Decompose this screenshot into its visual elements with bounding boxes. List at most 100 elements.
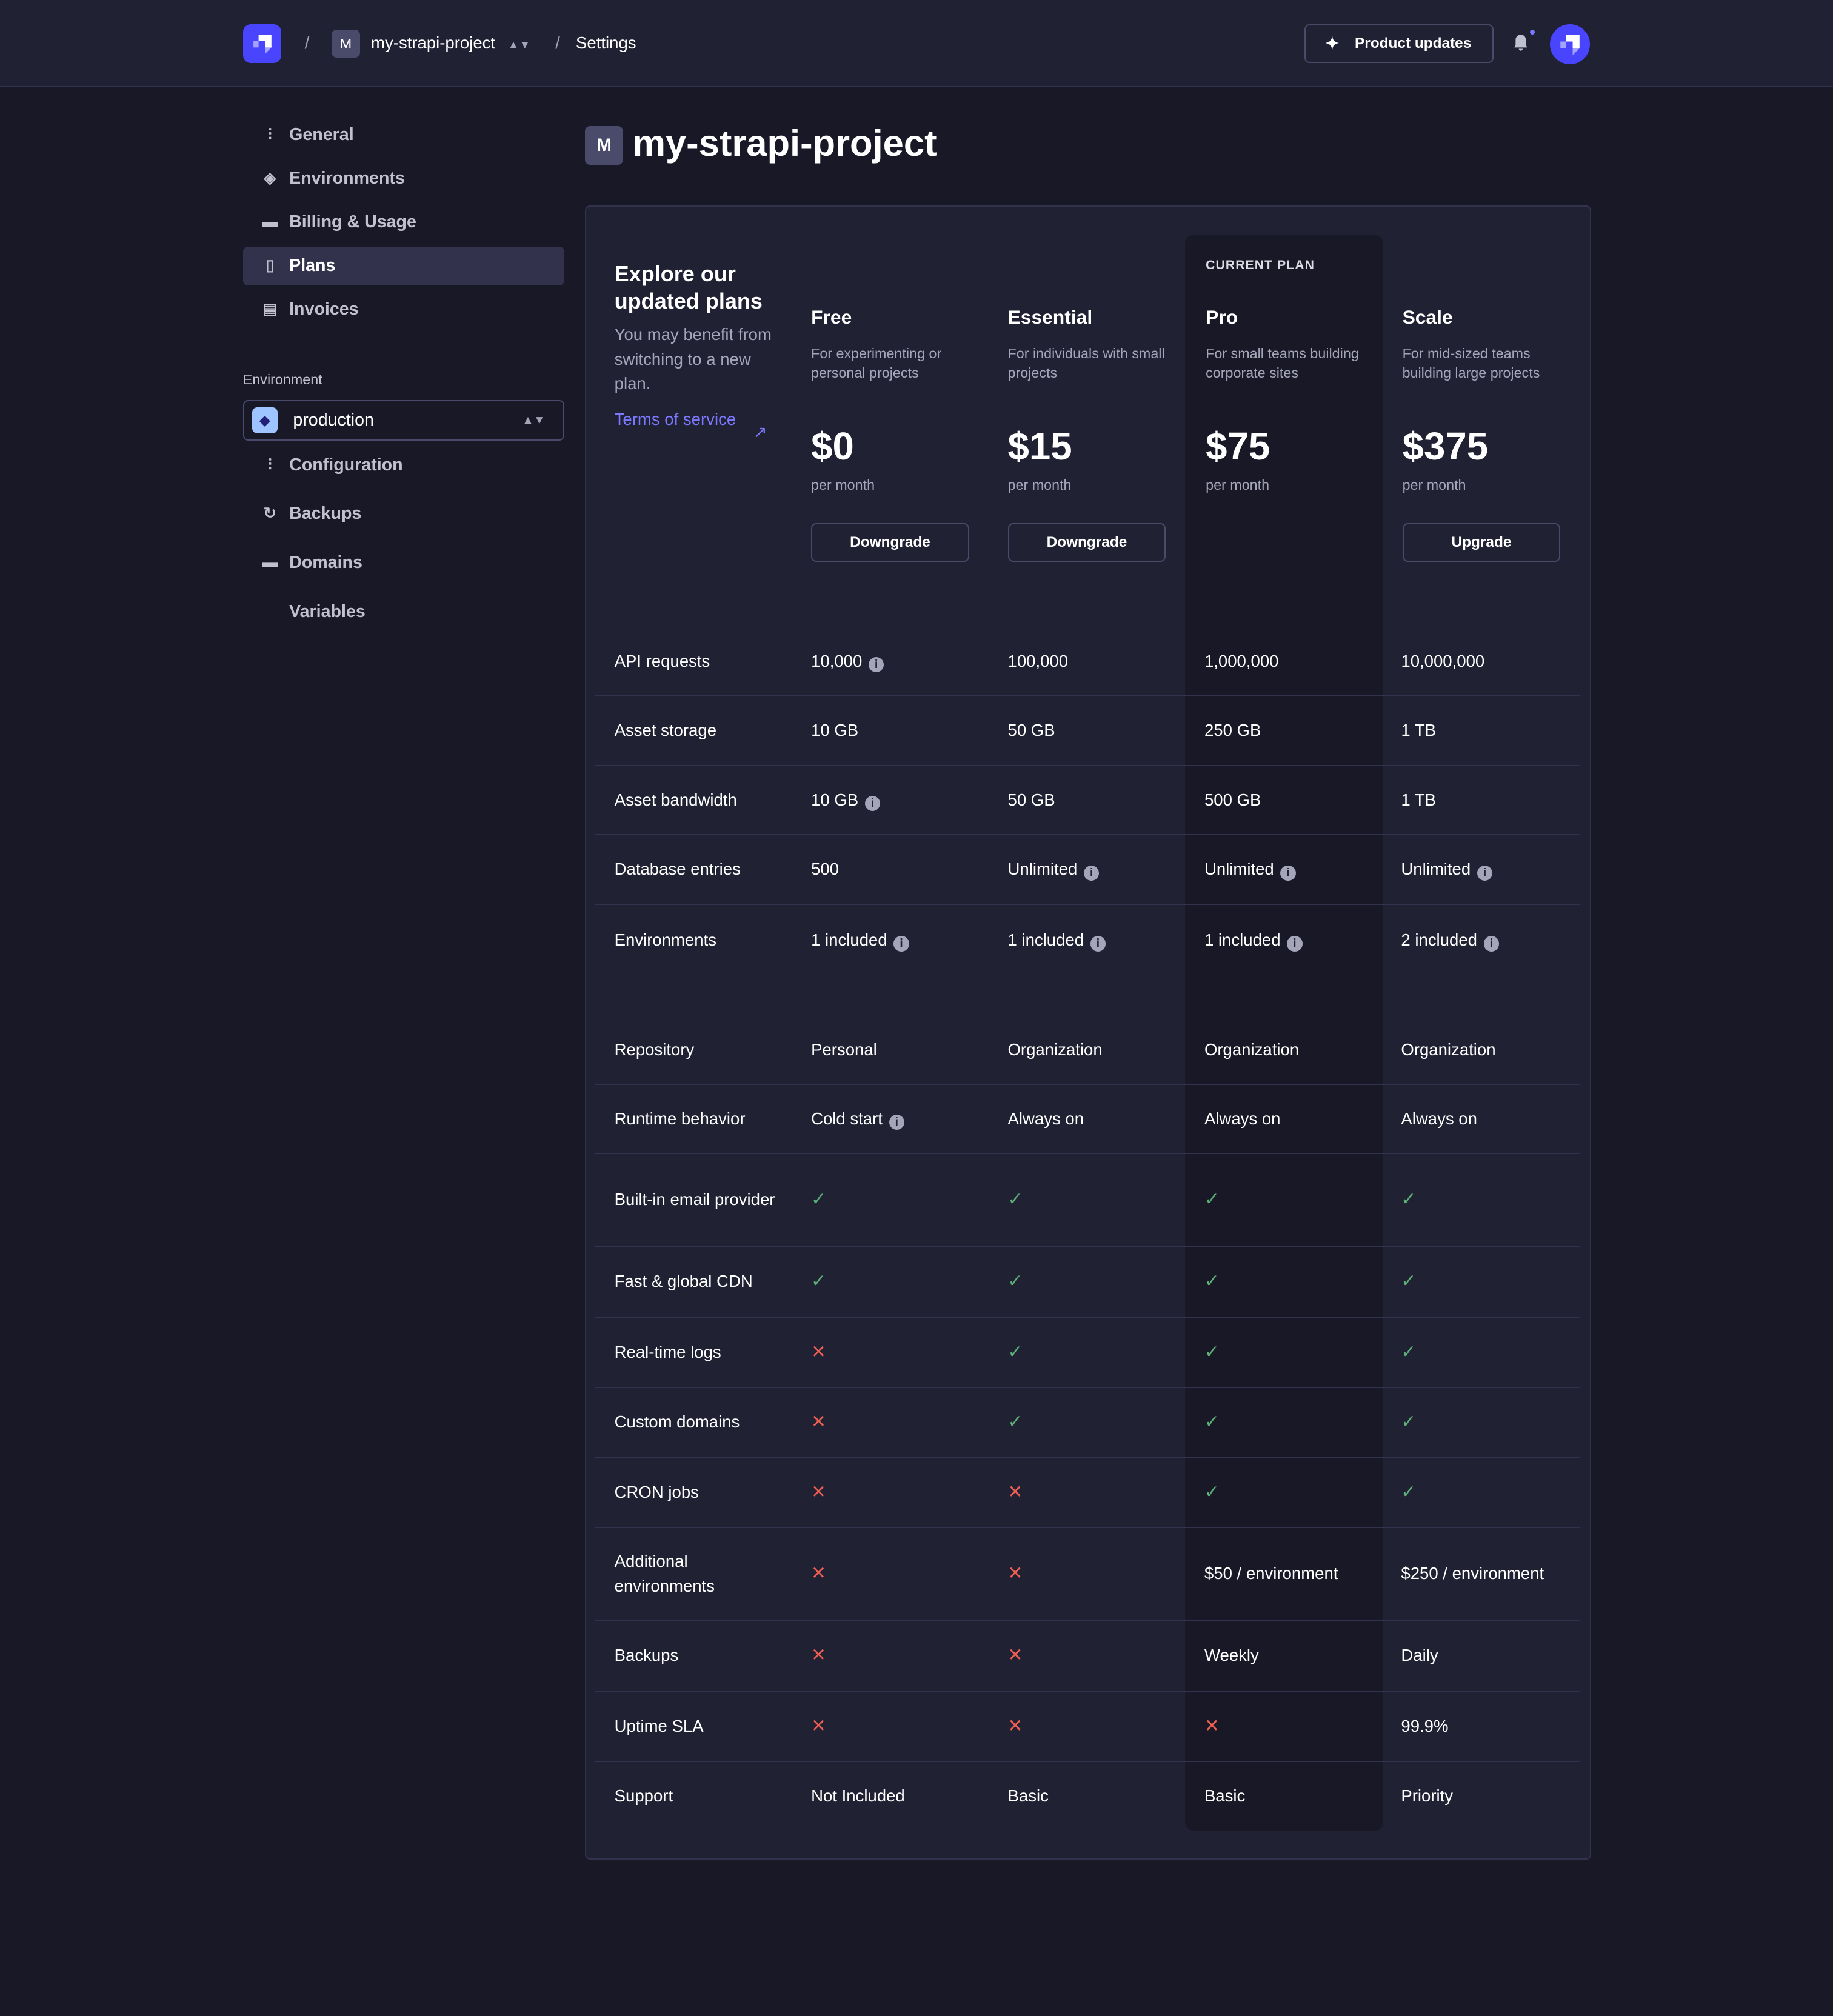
cross-icon: ✕ bbox=[811, 1563, 826, 1584]
feature-value: 10 GB bbox=[811, 790, 859, 809]
strapi-logo[interactable] bbox=[242, 24, 282, 63]
feature-label: Repository bbox=[614, 1040, 695, 1060]
feature-label: API requests bbox=[614, 651, 710, 670]
feature-value: Always on bbox=[1401, 1109, 1477, 1128]
terms-of-service-link[interactable]: Terms of service ↗ bbox=[614, 407, 775, 441]
breadcrumb-separator: / bbox=[304, 33, 310, 53]
feature-label: Asset bandwidth bbox=[614, 790, 737, 809]
feature-label: Asset storage bbox=[614, 721, 717, 740]
sidebar-item-label: Backups bbox=[289, 504, 362, 524]
plan-name: Essential bbox=[1007, 305, 1093, 328]
feature-value: Always on bbox=[1007, 1109, 1084, 1128]
info-icon[interactable]: i bbox=[1083, 865, 1100, 881]
plan-description: For mid-sized teams building large proje… bbox=[1402, 345, 1540, 381]
cross-icon: ✕ bbox=[811, 1715, 826, 1736]
tos-label: Terms of service bbox=[614, 410, 736, 429]
feature-row: Built-in email provider ✓ ✓ ✓ ✓ bbox=[595, 1154, 1580, 1247]
info-icon[interactable]: i bbox=[1280, 865, 1296, 881]
plan-name: Pro bbox=[1206, 305, 1238, 328]
feature-label: Fast & global CDN bbox=[614, 1272, 753, 1291]
plans-intro: Explore our updated plans You may benefi… bbox=[615, 261, 775, 396]
bell-icon[interactable] bbox=[1512, 33, 1530, 57]
check-icon: ✓ bbox=[1401, 1481, 1417, 1502]
feature-row: Fast & global CDN ✓ ✓ ✓ ✓ bbox=[595, 1247, 1580, 1318]
sidebar-item-label: Environments bbox=[289, 168, 405, 188]
feature-value: 100,000 bbox=[1007, 651, 1069, 670]
intro-text: You may benefit from switching to a new … bbox=[614, 325, 772, 393]
cross-icon: ✕ bbox=[811, 1645, 826, 1666]
layers-icon: ◈ bbox=[264, 169, 276, 187]
sidebar-item-label: Billing & Usage bbox=[289, 212, 416, 232]
sidebar-item-configuration[interactable]: ⫶ Configuration bbox=[243, 446, 564, 490]
feature-value: 250 GB bbox=[1204, 721, 1261, 740]
feature-value: Not Included bbox=[811, 1786, 905, 1806]
sidebar-item-label: Domains bbox=[289, 552, 362, 572]
feature-value: 1,000,000 bbox=[1204, 651, 1279, 670]
sidebar-item-variables[interactable]: Variables bbox=[243, 593, 564, 636]
info-icon[interactable]: i bbox=[868, 657, 884, 673]
feature-value: Organization bbox=[1007, 1040, 1103, 1060]
product-updates-button[interactable]: ✦ Product updates bbox=[1304, 24, 1494, 63]
plan-price: $375 bbox=[1402, 424, 1489, 468]
sidebar-item-plans[interactable]: ▯ Plans bbox=[242, 247, 564, 285]
feature-value: $50 / environment bbox=[1204, 1564, 1338, 1583]
book-icon: ▯ bbox=[265, 257, 275, 275]
feature-value: 1 TB bbox=[1401, 790, 1437, 809]
settings-nav: ⫶ General ◈ Environments ▬ Billing & Usage ▯ Pl… bbox=[242, 116, 564, 334]
current-plan-highlight bbox=[1185, 235, 1383, 1831]
page-title-text: my-strapi-project bbox=[632, 122, 937, 165]
feature-value: 500 GB bbox=[1204, 790, 1261, 809]
feature-row: Asset bandwidth 10 GB i 50 GB 500 GB 1 TB bbox=[595, 766, 1580, 836]
feature-label: Real-time logs bbox=[614, 1342, 721, 1361]
feature-value: 50 GB bbox=[1007, 721, 1055, 740]
plan-price: $0 bbox=[811, 424, 854, 468]
info-icon[interactable]: i bbox=[889, 1114, 904, 1130]
downgrade-button[interactable]: Downgrade bbox=[811, 523, 969, 562]
feature-label: Runtime behavior bbox=[614, 1109, 746, 1128]
feature-row: Uptime SLA ✕ ✕ ✕ 99.9% bbox=[595, 1692, 1580, 1763]
feature-value: Always on bbox=[1204, 1109, 1281, 1128]
feature-value: Unlimited bbox=[1007, 859, 1078, 879]
card-icon: ▬ bbox=[262, 553, 278, 571]
feature-row: Backups ✕ ✕ Weekly Daily bbox=[595, 1621, 1580, 1692]
sidebar-item-environments[interactable]: ◈ Environments bbox=[243, 159, 564, 198]
cross-icon: ✕ bbox=[811, 1412, 826, 1432]
check-icon: ✓ bbox=[811, 1271, 826, 1292]
user-avatar[interactable] bbox=[1550, 24, 1591, 65]
project-avatar: M bbox=[332, 29, 360, 58]
feature-row: Environments 1 included i 1 included i 1 incl… bbox=[595, 905, 1580, 1016]
check-icon: ✓ bbox=[1007, 1341, 1023, 1362]
feature-value: Personal bbox=[811, 1040, 877, 1060]
info-icon[interactable]: i bbox=[1287, 936, 1303, 952]
sidebar-item-billing-usage[interactable]: ▬ Billing & Usage bbox=[243, 203, 564, 242]
info-icon[interactable]: i bbox=[1090, 936, 1106, 952]
feature-value: 2 included bbox=[1401, 930, 1477, 949]
notification-dot bbox=[1529, 29, 1535, 35]
sidebar-item-domains[interactable]: ▬ Domains bbox=[243, 544, 564, 587]
info-icon[interactable]: i bbox=[1483, 936, 1499, 952]
info-icon[interactable]: i bbox=[893, 936, 909, 952]
feature-label: Uptime SLA bbox=[614, 1716, 704, 1735]
feature-value: 99.9% bbox=[1401, 1716, 1449, 1735]
sidebar-item-general[interactable]: ⫶ General bbox=[243, 116, 564, 155]
check-icon: ✓ bbox=[1204, 1271, 1220, 1292]
info-icon[interactable]: i bbox=[864, 796, 881, 812]
feature-row: Additional environments ✕ ✕ $50 / environme… bbox=[595, 1528, 1580, 1621]
downgrade-button[interactable]: Downgrade bbox=[1007, 523, 1166, 562]
breadcrumb-settings[interactable]: Settings bbox=[576, 33, 636, 53]
cross-icon: ✕ bbox=[1007, 1715, 1023, 1736]
sidebar-item-invoices[interactable]: ▤ Invoices bbox=[243, 290, 564, 329]
feature-value: Weekly bbox=[1204, 1646, 1259, 1665]
project-switcher[interactable]: M my-strapi-project ▲▼ bbox=[332, 29, 530, 58]
feature-row: API requests 10,000 i 100,000 1,000,000 10,00… bbox=[595, 627, 1580, 697]
plan-period: per month bbox=[811, 476, 875, 493]
sidebar-item-backups[interactable]: ↻ Backups bbox=[243, 495, 564, 538]
environment-select[interactable]: ◆ production ▲▼ bbox=[242, 399, 564, 441]
sidebar-item-label: Variables bbox=[289, 601, 366, 621]
breadcrumb-project: my-strapi-project bbox=[371, 33, 496, 52]
check-icon: ✓ bbox=[1007, 1412, 1023, 1432]
upgrade-button[interactable]: Upgrade bbox=[1402, 523, 1561, 562]
info-icon[interactable]: i bbox=[1477, 865, 1493, 881]
feature-row: Database entries 500 Unlimited i Unlimited i U… bbox=[595, 835, 1580, 905]
